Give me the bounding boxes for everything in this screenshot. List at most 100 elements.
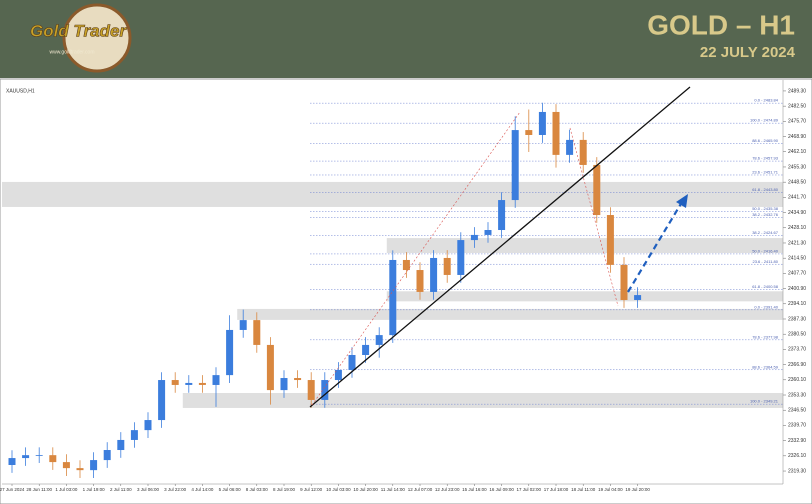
logo-badge xyxy=(62,3,132,73)
x-tick-label: 8 Jul 19:00 xyxy=(273,487,296,492)
candle-body xyxy=(266,344,274,391)
fib-guide xyxy=(569,127,619,307)
fib-label: 78.6 - 2377.98 xyxy=(752,334,779,339)
candle-body xyxy=(185,382,193,385)
candle-body xyxy=(620,264,628,300)
x-tick-label: 16 Jul 09:00 xyxy=(489,487,514,492)
x-tick-label: 12 Jul 07:00 xyxy=(408,487,433,492)
fib-label: 100.0 - 2349.21 xyxy=(750,399,779,404)
candle-body xyxy=(294,378,302,381)
candle-body xyxy=(484,230,492,235)
fib-label: 50.0 - 2435.38 xyxy=(752,206,779,211)
candle-body xyxy=(498,200,506,231)
y-tick-label: 2475.70 xyxy=(788,119,806,125)
x-tick-label: 11 Jul 14:00 xyxy=(381,487,406,492)
candle-body xyxy=(144,420,152,431)
x-tick-label: 18 Jul 11:00 xyxy=(571,487,596,492)
y-tick-label: 2489.30 xyxy=(788,88,806,94)
candle-body xyxy=(525,130,533,135)
x-tick-label: 4 Jul 14:00 xyxy=(191,487,214,492)
y-tick-label: 2428.10 xyxy=(788,225,806,231)
x-tick-label: 27 Jun 2024 xyxy=(0,487,25,492)
candle-body xyxy=(375,335,383,345)
fib-label: 23.6 - 2451.71 xyxy=(752,170,779,175)
candle-body xyxy=(402,259,410,271)
candle-body xyxy=(593,164,601,216)
x-tick-label: 1 Jul 03:00 xyxy=(55,487,78,492)
header-bar xyxy=(0,0,812,78)
y-tick-label: 2441.70 xyxy=(788,195,806,201)
fib-label: 0.0 - 2391.40 xyxy=(754,304,778,309)
fib-label: 100.0 - 2474.89 xyxy=(750,118,779,123)
fib-label: 61.8 - 2400.58 xyxy=(752,284,779,289)
candle-body xyxy=(8,458,16,465)
y-tick-label: 2360.10 xyxy=(788,377,806,383)
candle-body xyxy=(35,455,43,456)
candle-body xyxy=(511,130,519,201)
y-tick-label: 2434.90 xyxy=(788,210,806,216)
zone xyxy=(2,181,783,207)
candle-body xyxy=(416,270,424,292)
y-tick-label: 2468.90 xyxy=(788,134,806,140)
y-tick-label: 2448.50 xyxy=(788,179,806,185)
y-tick-label: 2346.50 xyxy=(788,408,806,414)
page-title: GOLD – H1 xyxy=(647,9,795,40)
zone xyxy=(386,291,783,302)
candle-body xyxy=(389,259,397,336)
fib-label: 88.6 - 2465.90 xyxy=(752,138,779,143)
x-tick-label: 19 Jul 20:00 xyxy=(625,487,650,492)
fib-label: 88.6 - 2364.59 xyxy=(752,364,779,369)
candle-body xyxy=(280,378,288,391)
fib-label: 38.2 - 2424.67 xyxy=(752,230,779,235)
candle-body xyxy=(334,369,342,381)
y-tick-label: 2462.10 xyxy=(788,149,806,155)
y-tick-label: 2394.10 xyxy=(788,301,806,307)
candle-body xyxy=(226,329,234,376)
candle-body xyxy=(538,111,546,135)
candle-body xyxy=(76,468,84,471)
candle-body xyxy=(566,139,574,155)
x-tick-label: 17 Jul 18:00 xyxy=(544,487,569,492)
y-tick-label: 2400.90 xyxy=(788,286,806,292)
x-tick-label: 3 Jul 06:00 xyxy=(137,487,160,492)
fib-label: 0.0 - 2483.84 xyxy=(754,98,778,103)
x-tick-label: 17 Jul 02:00 xyxy=(517,487,542,492)
candle-body xyxy=(62,462,70,469)
candle-body xyxy=(634,295,642,300)
forecast-arrow xyxy=(627,201,683,293)
candle-body xyxy=(362,344,370,355)
x-tick-label: 5 Jul 06:00 xyxy=(219,487,242,492)
x-tick-label: 28 Jun 11:00 xyxy=(26,487,52,492)
candle-body xyxy=(552,111,560,155)
y-tick-label: 2353.30 xyxy=(788,392,806,398)
fib-label: 61.8 - 2443.80 xyxy=(752,187,779,192)
page-date: 22 JULY 2024 xyxy=(700,44,796,61)
zone xyxy=(237,308,783,320)
y-tick-label: 2421.30 xyxy=(788,240,806,246)
x-tick-label: 1 Jul 19:00 xyxy=(83,487,106,492)
candle-body xyxy=(348,354,356,370)
zone xyxy=(182,393,784,408)
candle-body xyxy=(198,382,206,385)
candle-body xyxy=(22,455,30,459)
x-tick-label: 12 Jul 23:00 xyxy=(435,487,460,492)
x-tick-label: 19 Jul 04:00 xyxy=(598,487,623,492)
y-tick-label: 2380.50 xyxy=(788,332,806,338)
x-tick-label: 10 Jul 20:00 xyxy=(353,487,378,492)
candle-body xyxy=(90,460,98,471)
y-tick-label: 2373.70 xyxy=(788,347,806,353)
candle-body xyxy=(321,380,329,400)
y-tick-label: 2366.90 xyxy=(788,362,806,368)
x-tick-label: 10 Jul 03:00 xyxy=(326,487,351,492)
fib-label: 78.6 - 2457.93 xyxy=(752,156,779,161)
trend-line xyxy=(309,86,691,408)
candle-body xyxy=(457,240,465,275)
x-tick-label: 9 Jul 12:00 xyxy=(300,487,323,492)
candle-body xyxy=(253,320,261,345)
candle-body xyxy=(158,380,166,421)
y-tick-label: 2326.10 xyxy=(788,453,806,459)
candle-body xyxy=(470,234,478,241)
plot: 2489.30 2482.50 2475.70 2468.90 2462.10 2455.… xyxy=(0,80,806,492)
